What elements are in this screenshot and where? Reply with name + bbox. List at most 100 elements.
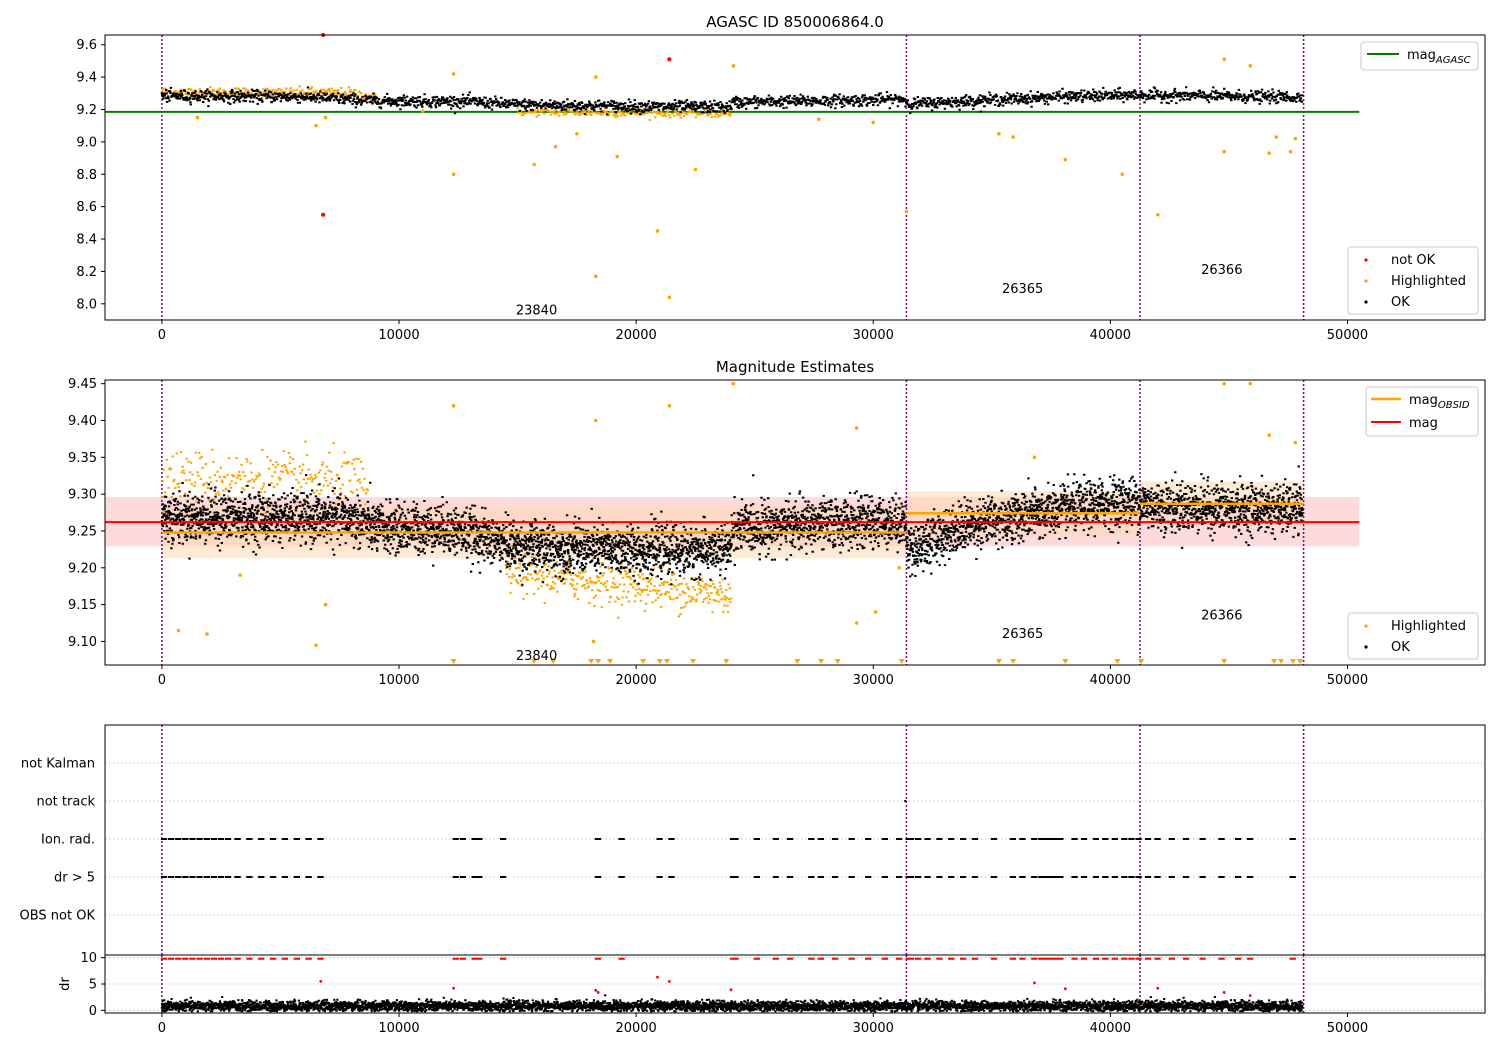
- dr-red-point: [452, 986, 455, 990]
- top-xtick-label: 40000: [1090, 328, 1131, 343]
- top-highlighted-outlier: [871, 120, 876, 125]
- dr-red-point: [319, 979, 323, 983]
- top-obsid-labels: 23840 26365 26366: [516, 263, 1243, 318]
- top-ytick-label: 8.0: [76, 297, 97, 312]
- middle-legend-lower: Highlighted OK: [1347, 612, 1479, 660]
- middle-clipped-marker: [595, 659, 602, 664]
- middle-xtick-label: 10000: [378, 673, 419, 688]
- middle-axes-frame: [104, 379, 1486, 666]
- flags-plot-area: [105, 725, 1485, 955]
- middle-clipped-marker: [818, 659, 825, 664]
- top-y-ticks: 8.0 8.2 8.4 8.6 8.8 9.0 9.2 9.4 9.6: [76, 38, 105, 312]
- middle-clipped-marker: [1278, 659, 1285, 664]
- top-panel: AGASC ID 850006864.0 0 10000 20000 30000 400…: [76, 13, 1486, 343]
- top-highlighted-outlier: [904, 209, 909, 214]
- top-highlighted-outlier: [1248, 63, 1253, 68]
- middle-highlighted-outlier: [897, 565, 902, 570]
- dr-xtick-label: 10000: [378, 1021, 419, 1036]
- legend-highlighted-marker-2: [1364, 624, 1368, 628]
- top-highlighted-outlier: [615, 154, 619, 159]
- legend-not-ok-marker: [1364, 258, 1368, 262]
- middle-highlighted-outlier: [176, 628, 181, 633]
- top-ytick-label: 9.0: [76, 135, 97, 150]
- legend-mag-agasc-label: mag: [1407, 48, 1436, 63]
- top-highlighted-outlier: [1222, 149, 1226, 154]
- middle-highlighted-outlier: [591, 639, 596, 644]
- middle-xtick-label: 20000: [615, 673, 656, 688]
- top-highlighted-outlier: [693, 167, 698, 172]
- middle-ytick-label: 9.45: [68, 377, 97, 392]
- top-xtick-label: 0: [158, 328, 166, 343]
- legend-not-ok-label: not OK: [1391, 253, 1436, 268]
- top-highlighted-outlier: [575, 131, 579, 136]
- middle-highlighted-outlier: [1267, 433, 1272, 438]
- top-ytick-label: 9.2: [76, 103, 97, 118]
- middle-clipped-marker: [834, 659, 841, 664]
- middle-ytick-label: 9.30: [68, 488, 97, 503]
- top-xtick-label: 10000: [378, 328, 419, 343]
- middle-clipped-marker: [1062, 659, 1069, 664]
- middle-highlighted-outlier: [873, 610, 878, 614]
- top-highlighted-outlier: [1288, 149, 1293, 154]
- flags-ion-rad-points: [160, 838, 1296, 840]
- top-highlighted-outlier: [816, 117, 821, 122]
- top-highlighted-outlier: [195, 115, 200, 120]
- middle-ytick-label: 9.15: [68, 598, 97, 613]
- middle-clipped-marker: [1297, 659, 1304, 664]
- middle-clipped-marker: [690, 659, 697, 664]
- dr-red-point: [1248, 994, 1252, 997]
- middle-xtick-label: 30000: [853, 673, 894, 688]
- top-highlighted-outlier: [997, 131, 1001, 136]
- middle-ytick-label: 9.10: [68, 635, 97, 650]
- middle-highlighted-outlier: [314, 643, 318, 647]
- middle-clipped-marker: [588, 659, 595, 664]
- middle-ytick-label: 9.25: [68, 524, 97, 539]
- top-ok-points: [160, 86, 1304, 116]
- top-ytick-label: 8.4: [76, 233, 97, 248]
- flags-panel: not Kalman not track Ion. rad. dr > 5 OBS no…: [20, 724, 1486, 956]
- middle-highlighted-outlier: [731, 381, 736, 386]
- legend-highlighted-label-2: Highlighted: [1391, 619, 1466, 634]
- flags-category-label: OBS not OK: [20, 909, 96, 924]
- legend-highlighted-label: Highlighted: [1391, 274, 1466, 289]
- top-highlighted-outlier: [1293, 136, 1298, 141]
- top-highlighted-outlier: [532, 162, 536, 167]
- dr-red-point: [656, 975, 659, 979]
- middle-highlighted-outlier: [667, 403, 672, 408]
- top-ytick-label: 9.6: [76, 38, 97, 53]
- svg-text:magAGASC: magAGASC: [1407, 48, 1471, 66]
- top-legend-upper-frame: [1360, 41, 1479, 71]
- top-not-ok-point: [667, 57, 672, 62]
- legend-ok-label: OK: [1391, 295, 1410, 310]
- top-highlighted-outlier: [1120, 172, 1125, 177]
- flags-not-track-point: [904, 800, 907, 802]
- top-xtick-label: 50000: [1327, 328, 1368, 343]
- middle-chart-title: Magnitude Estimates: [716, 358, 874, 376]
- dr-red-point: [594, 988, 598, 992]
- top-legend-lower-frame: [1347, 246, 1479, 315]
- middle-clipped-marker: [1010, 659, 1017, 664]
- top-chart-title: AGASC ID 850006864.0: [706, 13, 884, 31]
- dr-ok-points: [160, 994, 1304, 1013]
- legend-ok-marker-2: [1364, 645, 1368, 649]
- middle-highlighted-outlier: [205, 632, 209, 636]
- flags-category-label: not track: [36, 795, 95, 810]
- dr-plot-area: [105, 955, 1485, 1013]
- flags-category-label: dr > 5: [54, 871, 95, 886]
- legend-ok-marker: [1364, 300, 1368, 304]
- middle-xtick-label: 0: [158, 673, 166, 688]
- middle-highlighted-outlier: [594, 418, 598, 423]
- middle-highlighted-outlier: [854, 426, 859, 430]
- top-highlighted-outlier: [731, 63, 736, 68]
- flags-category-label: not Kalman: [21, 757, 95, 772]
- middle-plot-area: [105, 380, 1360, 665]
- dr-xtick-label: 30000: [853, 1021, 894, 1036]
- top-not-ok-point: [321, 212, 326, 217]
- top-highlighted-outlier: [553, 144, 558, 149]
- middle-clipped-marker: [656, 659, 663, 664]
- top-highlighted-outlier: [1063, 157, 1068, 162]
- legend-mag-label: mag: [1409, 416, 1438, 431]
- dr-red-point: [1222, 991, 1226, 994]
- middle-ytick-label: 9.35: [68, 451, 97, 466]
- top-highlighted-outlier: [1155, 212, 1160, 217]
